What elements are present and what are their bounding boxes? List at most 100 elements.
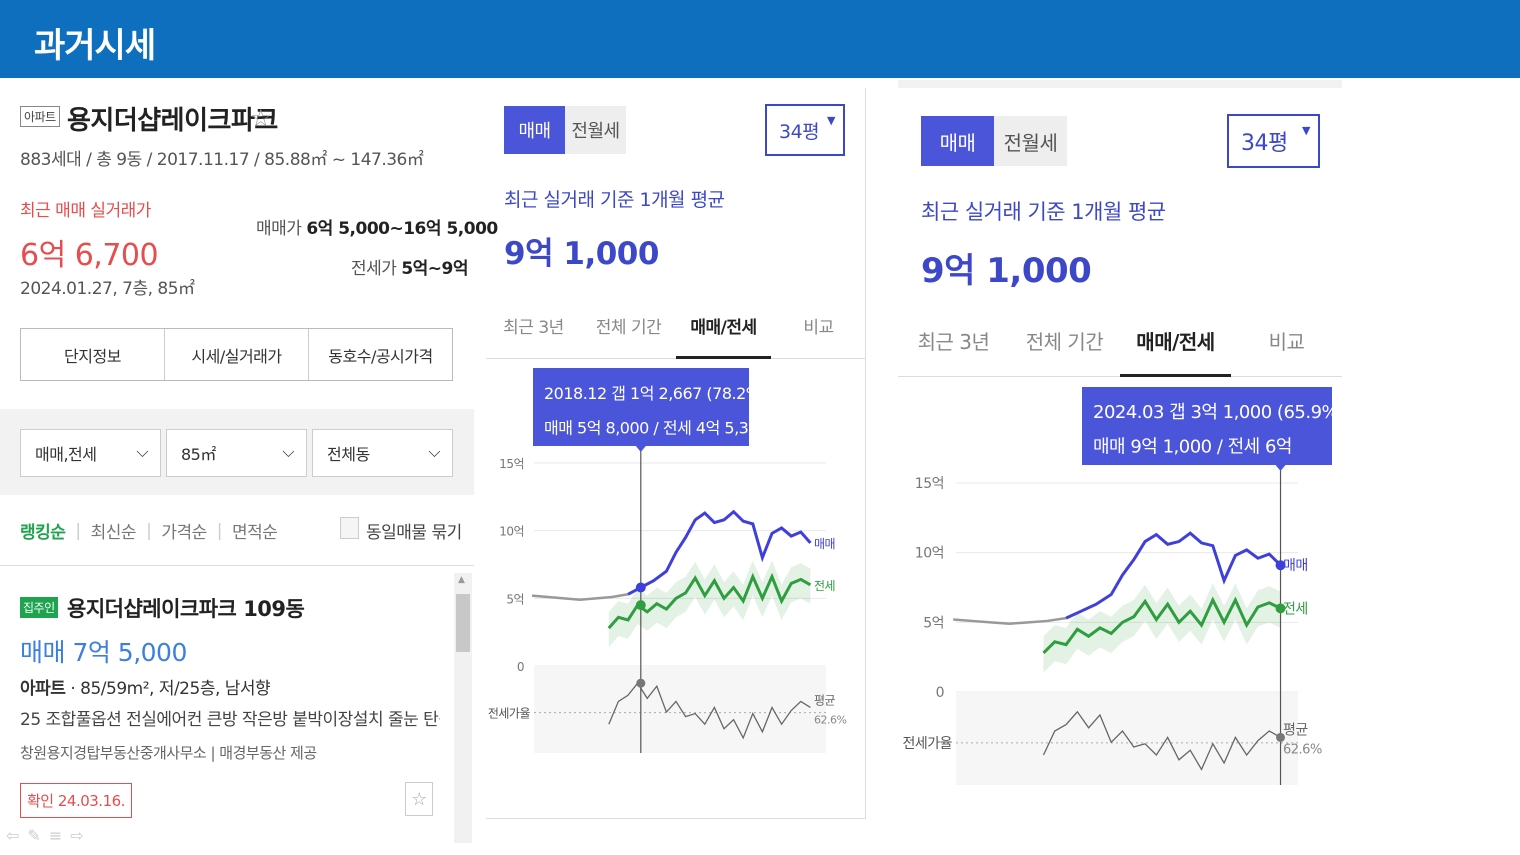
price-chart-panel-1: 매매 전월세 34평 ▼ 최근 실거래 기준 1개월 평균 9억 1,000 최근… [486,88,866,819]
period-tabs: 최근 3년 전체 기간 매매/전세 비교 [486,293,866,359]
favorite-star-icon[interactable]: ☆ [405,782,433,816]
sort-area[interactable]: 면적순 [231,523,278,543]
trade-toggle: 매매 전월세 [921,116,1067,166]
chevron-down-icon: ⌵ [136,442,148,461]
tooltip-pointer [1275,465,1286,471]
property-type-badge: 아파트 [20,106,60,127]
jeonse-range-value: 5억~9억 [401,259,469,279]
tab-unit-official-price[interactable]: 동호수/공시가격 [328,346,433,366]
ratio-avg-value: 62.6% [1283,742,1322,757]
ratio-band [534,665,826,753]
divider [0,565,474,566]
complex-name: 용지더샵레이크파크 [67,106,278,136]
sort-price[interactable]: 가격순 [161,523,207,543]
jeonse-range-area [608,560,811,648]
scrollbar-thumb[interactable] [456,594,470,652]
recent-sale-label: 최근 매매 실거래가 [20,201,151,221]
chevron-down-icon: ⌵ [282,442,294,461]
sale-series-before-move-in [531,593,629,601]
building-select[interactable]: 전체동 ⌵ [312,429,453,477]
toggle-rent[interactable]: 전월세 [1003,130,1058,155]
tab-recent-3y[interactable]: 최근 3년 [503,318,564,338]
y-tick-label: 15억 [499,457,524,471]
price-chart[interactable]: 15억10억5억020162018202020222024전세가율매매전세평균6… [486,359,866,819]
caret-down-icon: ▼ [1302,124,1310,137]
tab-all-period[interactable]: 전체 기간 [595,318,662,338]
tab-complex-info[interactable]: 단지정보 [21,329,165,380]
pyeong-value: 34평 [1241,131,1288,156]
tab-all-period[interactable]: 전체 기간 [1025,329,1104,354]
toggle-rent[interactable]: 전월세 [571,121,620,142]
group-same-listing-label: 동일매물 묶기 [366,523,462,543]
tab-sale-jeonse[interactable]: 매매/전세 [1120,304,1231,377]
jeonse-range-area [1043,583,1281,673]
sort-latest[interactable]: 최신순 [90,523,137,543]
item-name[interactable]: 용지더샵레이크파크 109동 [67,597,305,621]
sort-options: 랭킹순 | 최신순 | 가격순 | 면적순 [20,518,278,544]
avg-price-label: 최근 실거래 기준 1개월 평균 [921,200,1166,224]
trade-type-select[interactable]: 매매,전세 ⌵ [20,429,161,477]
recent-sale-detail: 2024.01.27, 7층, 85㎡ [20,279,195,299]
ratio-avg-value: 62.6% [814,713,846,726]
item-spec-type: 아파트 [20,679,66,699]
tab-compare[interactable]: 비교 [1268,329,1305,354]
tab-recent-3y[interactable]: 최근 3년 [917,329,990,354]
building-value: 전체동 [327,445,370,464]
caret-down-icon: ▼ [827,114,835,127]
pyeong-select[interactable]: 34평 ▼ [1227,114,1320,168]
toggle-sale[interactable]: 매매 [504,106,565,154]
item-spec-detail: 85/59m², 저/25층, 남서향 [80,679,271,699]
y-tick-label: 5억 [923,615,944,631]
pyeong-value: 34평 [779,120,820,143]
item-description: 25 조합풀옵션 전실에어컨 큰방 작은방 붙박이장설치 줄눈 탄성 ... [20,710,440,730]
jeonse-series-line [1042,596,1282,655]
complex-meta: 883세대 / 총 9동 / 2017.11.17 / 85.88㎡ ~ 147… [20,150,424,170]
avg-price-label: 최근 실거래 기준 1개월 평균 [504,189,725,211]
y-tick-label: 5억 [506,592,524,606]
jeonse-hover-point [635,600,646,611]
tab-price-history[interactable]: 시세/실거래가 [165,329,309,380]
sale-series-before-move-in [953,616,1067,625]
ratio-hover-point [1276,732,1286,742]
y-tick-label: 15억 [915,476,944,492]
scroll-up-icon[interactable]: ▲ [458,575,465,585]
ratio-label: 전세가율 [488,707,531,721]
period-tabs: 최근 3년 전체 기간 매매/전세 비교 [898,304,1342,377]
group-same-listing-checkbox[interactable] [340,517,359,539]
item-agency: 창원용지경탑부동산중개사무소 | 매경부동산 제공 [20,744,317,762]
price-chart[interactable]: 15억10억5억020162018202020222024전세가율매매전세평균6… [898,377,1342,810]
tab-compare[interactable]: 비교 [803,318,834,338]
tooltip-line-2: 매매 5억 8,000 / 전세 4억 5,333 [544,419,768,438]
ratio-end-label: 평균 [1283,722,1308,738]
sort-ranking[interactable]: 랭킹순 [20,523,66,543]
area-value: 85㎡ [181,445,216,464]
sale-series-line [1065,531,1282,620]
pyeong-select[interactable]: 34평 ▼ [765,104,845,156]
toggle-sale[interactable]: 매매 [921,116,994,166]
tab-sale-jeonse[interactable]: 매매/전세 [676,293,771,359]
owner-badge: 집주인 [20,597,58,618]
y-tick-label: 0 [936,685,944,701]
jeonse-price-range: 전세가 5억~9억 [351,254,469,279]
toolbar-icons: ⇦✎≡⇨ [6,826,92,845]
area-select[interactable]: 85㎡ ⌵ [166,429,307,477]
sale-series-label: 매매 [814,537,835,551]
sale-series-label: 매매 [1283,558,1308,574]
y-tick-label: 10억 [915,546,944,562]
y-tick-label: 0 [517,660,524,674]
trade-type-value: 매매,전세 [35,445,97,464]
ratio-band [956,693,1298,785]
ratio-series-line [1042,710,1281,771]
star-icon[interactable]: ☆ [250,104,272,132]
ratio-hover-point [636,678,646,688]
recent-sale-price: 6억 6,700 [20,238,159,273]
page-header: 과거시세 [0,0,1520,78]
chevron-down-icon: ⌵ [428,442,440,461]
page-title: 과거시세 [34,26,156,66]
jeonse-hover-point [1275,603,1286,614]
sale-series-line [627,509,812,596]
trade-toggle: 매매 전월세 [504,106,626,154]
item-price: 매매 7억 5,000 [20,638,187,667]
jeonse-series-label: 전세 [814,579,835,593]
tooltip-box [1082,387,1332,465]
